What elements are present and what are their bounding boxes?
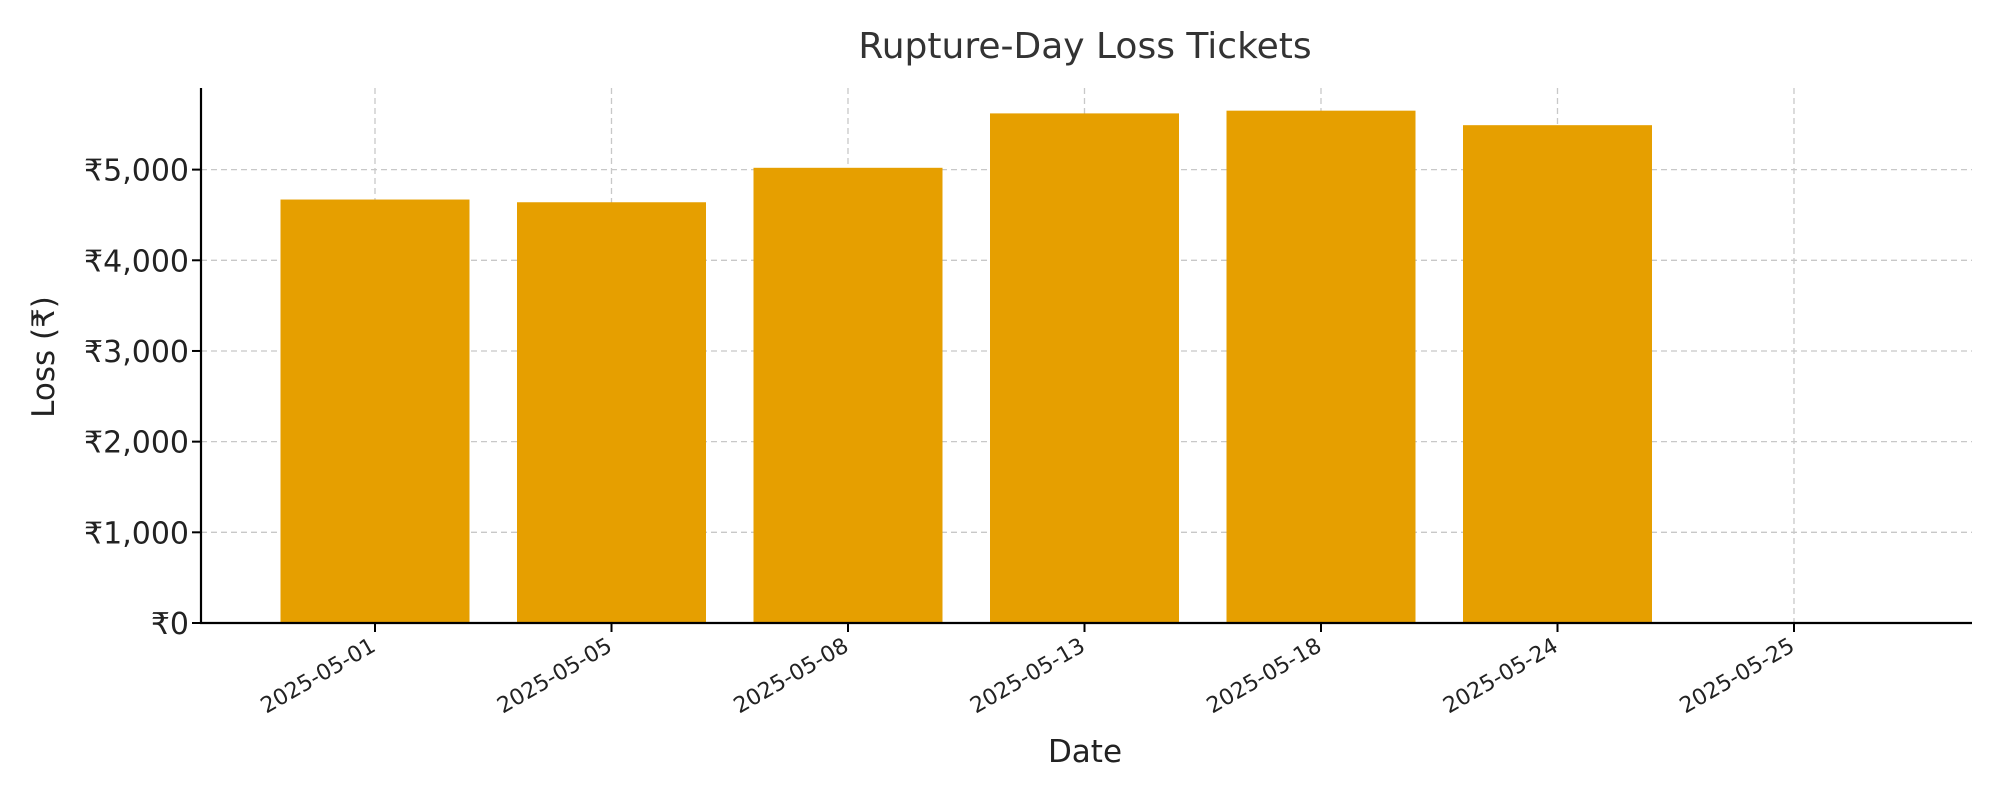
bar [753, 167, 943, 623]
y-axis-label: Loss (₹) [26, 296, 62, 418]
x-tick-label: 2025-05-01 [257, 634, 380, 720]
chart-title: Rupture-Day Loss Tickets [858, 26, 1311, 67]
x-tick-label: 2025-05-24 [1439, 634, 1562, 720]
y-tick-label: ₹5,000 [84, 154, 189, 189]
bar [1226, 110, 1416, 623]
x-tick-label: 2025-05-13 [966, 634, 1089, 720]
x-axis-label: Date [1048, 734, 1122, 770]
bar [990, 113, 1179, 623]
bar [1463, 125, 1652, 623]
y-tick-label: ₹2,000 [84, 426, 189, 461]
x-tick-label: 2025-05-18 [1203, 634, 1326, 720]
y-tick-label: ₹0 [151, 607, 189, 642]
x-tick-label: 2025-05-25 [1676, 634, 1799, 720]
y-tick-label: ₹3,000 [84, 335, 189, 370]
bars-layer [280, 110, 1652, 623]
x-tick-label: 2025-05-05 [493, 634, 616, 720]
bar [517, 202, 706, 623]
y-tick-label: ₹4,000 [84, 244, 189, 279]
y-tick-label: ₹1,000 [84, 516, 189, 551]
bar [280, 199, 470, 623]
x-tick-label: 2025-05-08 [730, 634, 853, 720]
